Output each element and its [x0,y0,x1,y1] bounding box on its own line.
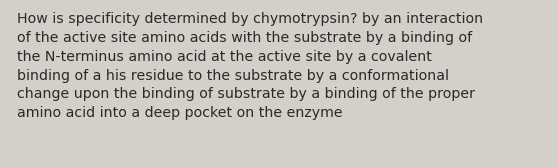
Text: How is specificity determined by chymotrypsin? by an interaction
of the active s: How is specificity determined by chymotr… [17,12,483,120]
